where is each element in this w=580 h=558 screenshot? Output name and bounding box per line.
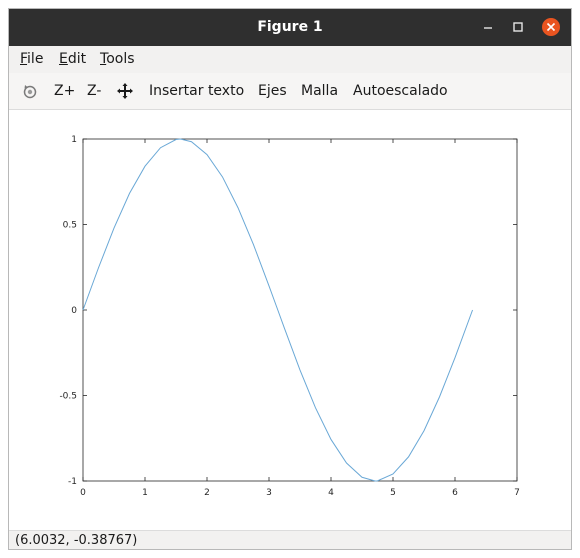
menu-tools[interactable]: Tools — [100, 50, 135, 68]
grid-button[interactable]: Malla — [301, 83, 339, 99]
autoscale-button[interactable]: Autoescalado — [353, 83, 448, 99]
menu-tools-label: ools — [106, 51, 135, 67]
maximize-icon[interactable] — [508, 17, 528, 37]
x-tick-label: 0 — [80, 488, 86, 498]
menu-file-accel: F — [20, 51, 28, 67]
zoom-in-button[interactable]: Z+ — [54, 83, 76, 99]
y-tick-label: -1 — [68, 477, 77, 487]
toolbar: Z+ Z- Insertar texto Ejes Malla Autoesca… — [9, 73, 571, 110]
x-tick-label: 5 — [390, 488, 396, 498]
line-chart[interactable]: 0 1 2 3 4 5 6 7 -1 -0.5 0 0.5 1 — [9, 110, 571, 530]
menu-tools-accel: T — [100, 51, 107, 67]
status-bar: (6.0032, -0.38767) — [9, 530, 571, 549]
series-line-0 — [82, 138, 474, 482]
x-tick-label: 7 — [514, 488, 520, 498]
x-tick-label: 2 — [204, 488, 210, 498]
menu-edit[interactable]: Edit — [59, 50, 86, 68]
y-tick-label: 1 — [71, 135, 77, 145]
rotate-button[interactable] — [22, 73, 40, 109]
zoom-out-button[interactable]: Z- — [87, 83, 102, 99]
cursor-coordinates: (6.0032, -0.38767) — [15, 533, 138, 548]
x-tick-label: 6 — [452, 488, 458, 498]
x-tick-label: 1 — [142, 488, 148, 498]
pan-button[interactable] — [116, 73, 134, 109]
y-tick-label: 0.5 — [63, 221, 77, 231]
menu-edit-accel: E — [59, 51, 68, 67]
pan-move-icon — [117, 83, 133, 99]
x-tick-label: 4 — [328, 488, 334, 498]
menu-file-label: ile — [27, 51, 44, 67]
plot-canvas[interactable]: 0 1 2 3 4 5 6 7 -1 -0.5 0 0.5 1 — [9, 110, 571, 530]
figure-window: Figure 1 File Edit Tools Z+ Z- — [8, 8, 572, 550]
close-icon[interactable] — [542, 18, 560, 36]
axes-button[interactable]: Ejes — [258, 83, 287, 99]
menu-bar: File Edit Tools — [9, 46, 571, 73]
rotate-icon — [23, 85, 37, 99]
title-bar[interactable]: Figure 1 — [9, 9, 571, 46]
window-title: Figure 1 — [257, 19, 323, 35]
y-tick-label: 0 — [71, 306, 77, 316]
menu-edit-label: dit — [67, 51, 87, 67]
x-tick-label: 3 — [266, 488, 272, 498]
menu-file[interactable]: File — [20, 50, 43, 68]
insert-text-button[interactable]: Insertar texto — [149, 83, 245, 99]
y-tick-label: -0.5 — [59, 392, 77, 402]
minimize-icon[interactable] — [478, 17, 498, 37]
axes-box — [82, 138, 518, 482]
